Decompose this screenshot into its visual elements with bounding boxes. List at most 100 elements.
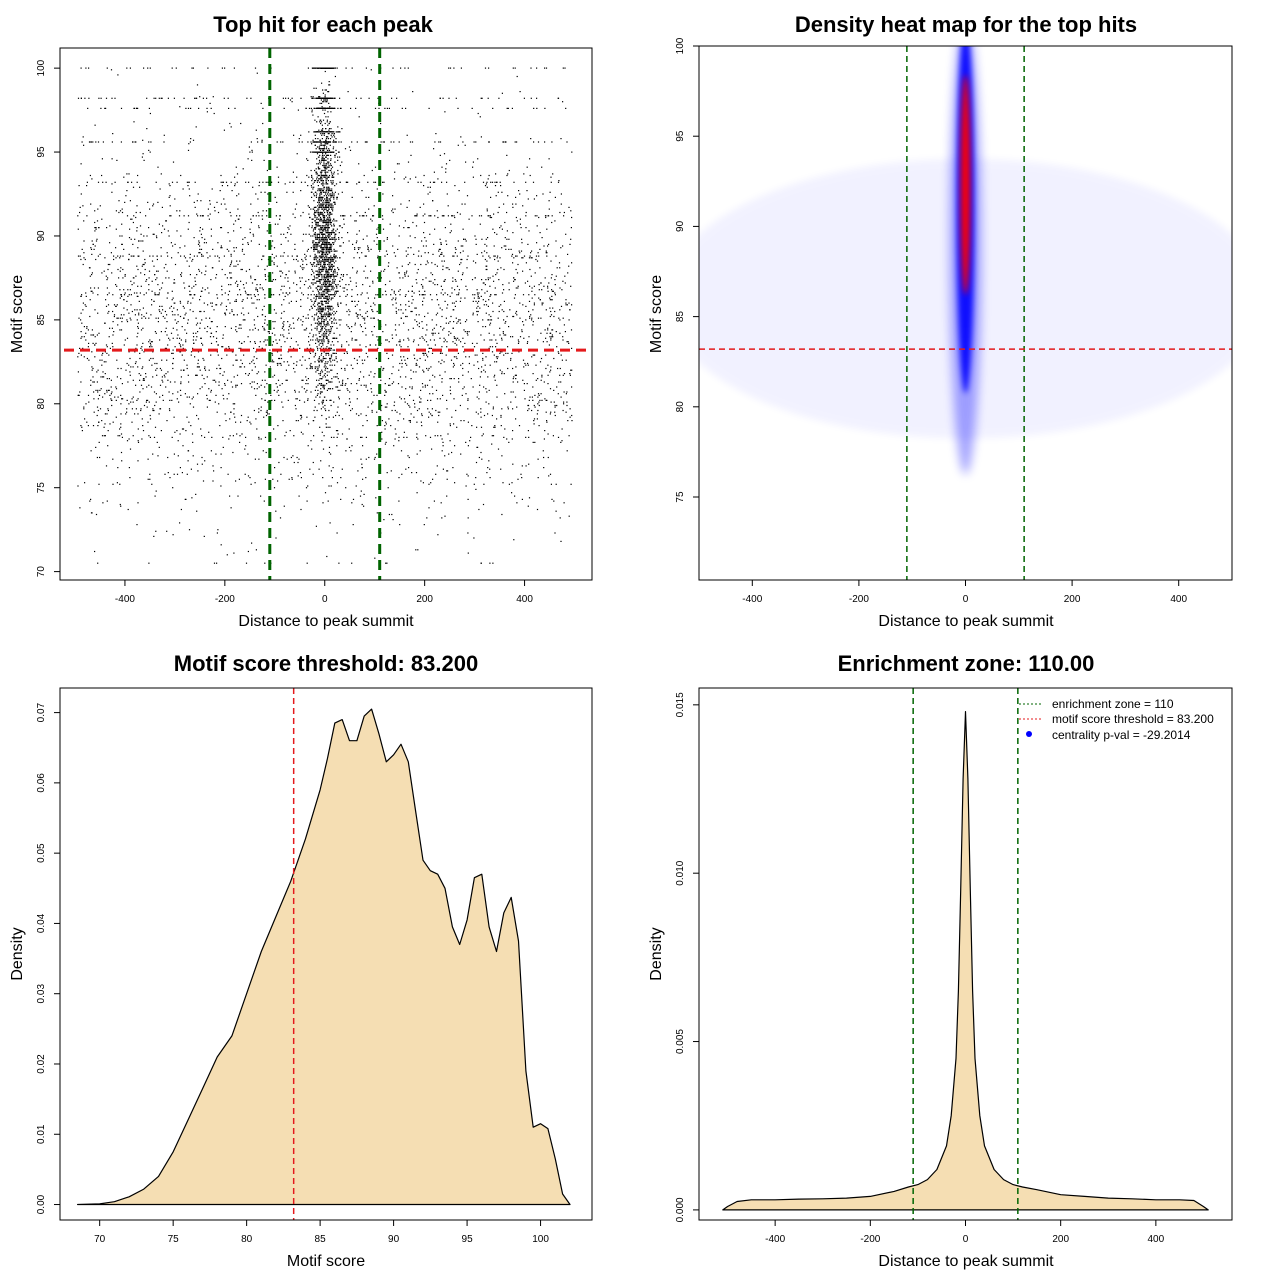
data-point — [530, 252, 532, 254]
data-point — [448, 322, 450, 324]
data-point — [530, 275, 532, 277]
data-point — [108, 310, 110, 313]
data-point — [145, 376, 147, 378]
data-point — [263, 327, 265, 329]
data-point — [188, 396, 190, 398]
data-point — [330, 470, 332, 472]
data-point — [232, 364, 234, 366]
data-point — [424, 213, 426, 215]
data-point — [340, 141, 342, 143]
data-point — [549, 307, 551, 309]
data-point — [495, 173, 497, 175]
data-point — [430, 399, 432, 401]
data-point — [318, 361, 320, 363]
data-point — [335, 250, 337, 252]
data-point — [512, 315, 514, 318]
data-point — [562, 339, 564, 341]
data-point — [289, 181, 291, 183]
data-point — [407, 181, 409, 183]
data-point — [359, 371, 362, 373]
data-point — [179, 210, 181, 212]
data-point — [534, 354, 536, 356]
data-point — [171, 310, 173, 313]
data-point — [563, 502, 565, 504]
data-point — [317, 309, 319, 311]
data-point — [137, 268, 139, 271]
data-point — [310, 169, 312, 172]
data-point — [320, 250, 322, 252]
data-point — [177, 314, 179, 316]
data-point — [529, 158, 531, 160]
data-point — [315, 277, 317, 279]
data-point — [431, 299, 433, 301]
data-point — [546, 399, 548, 401]
data-point — [363, 270, 365, 272]
data-point — [384, 107, 386, 109]
data-point — [323, 336, 325, 338]
data-point — [495, 195, 497, 197]
data-point — [364, 322, 366, 324]
data-point — [165, 386, 167, 388]
data-point — [129, 357, 131, 360]
data-point — [86, 421, 88, 423]
data-point — [280, 364, 282, 366]
data-point — [334, 364, 336, 366]
data-point — [502, 482, 504, 484]
data-point — [87, 346, 89, 348]
data-point — [454, 279, 456, 281]
data-point — [476, 310, 478, 313]
data-point — [384, 391, 387, 393]
data-point — [327, 221, 329, 224]
data-point — [356, 359, 358, 361]
data-point — [398, 225, 400, 227]
data-point — [90, 290, 92, 292]
data-point — [411, 472, 413, 474]
data-point — [216, 532, 218, 534]
data-point — [401, 107, 403, 109]
data-point — [409, 386, 411, 388]
data-point — [306, 367, 308, 370]
data-point — [192, 441, 194, 443]
data-point — [152, 376, 154, 378]
data-point — [333, 228, 335, 230]
data-point — [314, 210, 316, 212]
data-point — [414, 307, 416, 309]
data-point — [406, 436, 408, 438]
data-point — [318, 211, 320, 214]
data-point — [541, 237, 543, 239]
data-point — [387, 357, 390, 360]
data-point — [309, 352, 312, 354]
data-point — [152, 409, 154, 412]
data-point — [380, 277, 382, 279]
data-point — [199, 96, 201, 98]
data-point — [471, 107, 473, 109]
data-point — [148, 289, 150, 291]
data-point — [176, 181, 178, 183]
data-point — [377, 257, 379, 259]
data-point — [237, 294, 239, 296]
data-point — [328, 309, 330, 311]
data-point — [525, 436, 527, 438]
data-point — [327, 258, 329, 261]
data-point — [367, 297, 369, 299]
data-point — [527, 198, 529, 200]
data-point — [484, 185, 487, 187]
data-point — [319, 188, 321, 190]
data-point — [117, 396, 119, 398]
data-point — [206, 97, 208, 99]
data-point — [333, 67, 335, 69]
data-point — [343, 218, 345, 220]
data-point — [321, 158, 323, 160]
data-point — [328, 334, 330, 336]
data-point — [526, 342, 528, 344]
data-point — [494, 294, 496, 296]
data-point — [501, 337, 503, 339]
data-point — [372, 334, 374, 336]
data-point — [322, 238, 324, 240]
data-point — [131, 398, 133, 400]
data-point — [320, 161, 322, 163]
data-point — [83, 326, 85, 328]
data-point — [156, 255, 158, 257]
data-point — [489, 324, 491, 326]
data-point — [328, 297, 331, 299]
